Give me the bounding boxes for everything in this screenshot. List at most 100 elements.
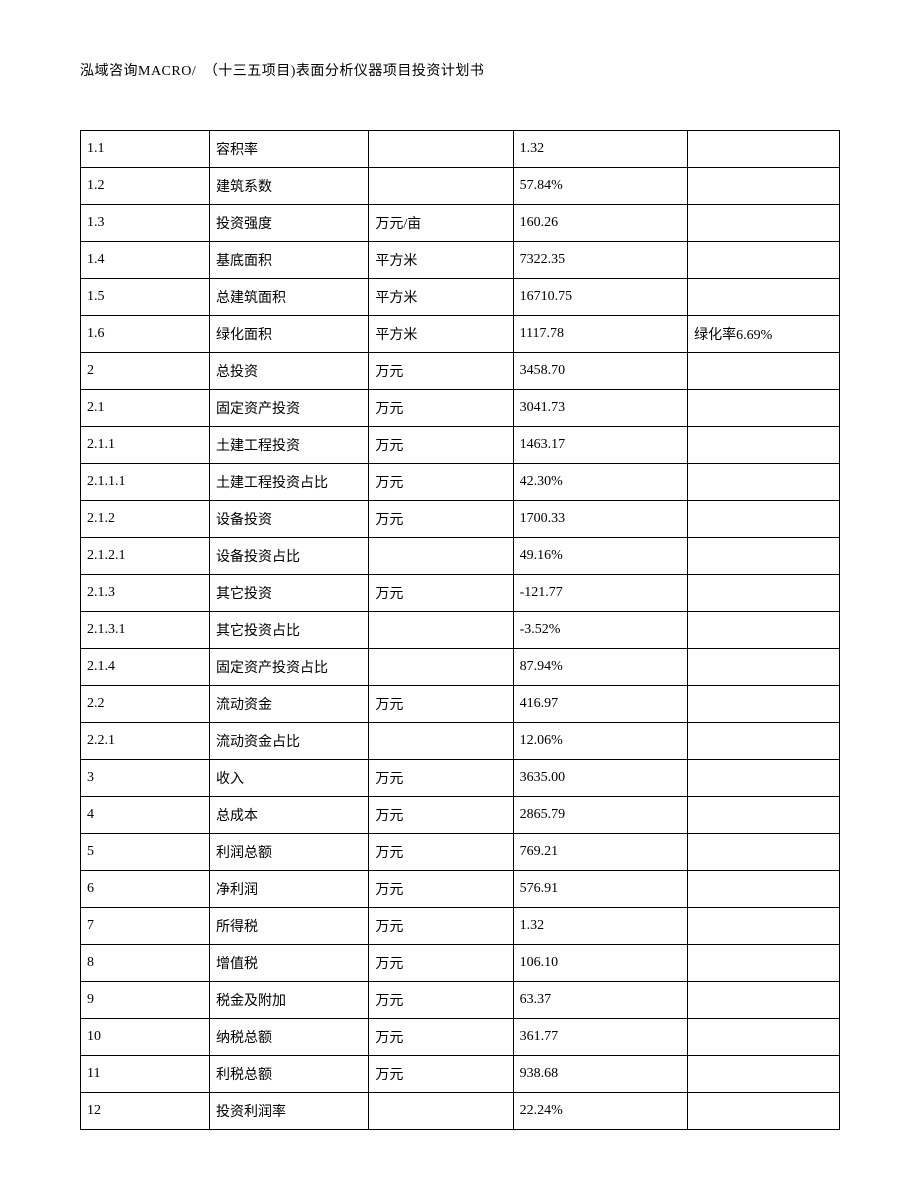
table-cell: 1117.78 [513,316,688,353]
table-row: 1.2建筑系数57.84% [81,168,840,205]
table-cell: 绿化率6.69% [688,316,840,353]
table-cell [688,908,840,945]
table-cell: 固定资产投资占比 [210,649,369,686]
table-cell: 1.6 [81,316,210,353]
table-cell: 22.24% [513,1093,688,1130]
table-cell: 2.1.1 [81,427,210,464]
table-row: 12投资利润率22.24% [81,1093,840,1130]
table-row: 2.1.3.1其它投资占比-3.52% [81,612,840,649]
table-cell: 1.1 [81,131,210,168]
table-cell: 利润总额 [210,834,369,871]
table-cell: 2.1.2 [81,501,210,538]
table-cell: 576.91 [513,871,688,908]
table-cell [688,353,840,390]
table-cell: 9 [81,982,210,1019]
table-cell [688,501,840,538]
table-cell: 容积率 [210,131,369,168]
table-cell: 2 [81,353,210,390]
table-cell: 2865.79 [513,797,688,834]
table-cell: 投资强度 [210,205,369,242]
table-cell [688,575,840,612]
table-cell [688,1019,840,1056]
table-cell [688,427,840,464]
table-cell [688,649,840,686]
table-cell [688,982,840,1019]
table-cell: 土建工程投资占比 [210,464,369,501]
table-cell: 1.3 [81,205,210,242]
table-cell: 净利润 [210,871,369,908]
table-cell: 106.10 [513,945,688,982]
table-cell: 57.84% [513,168,688,205]
table-row: 2.1.1土建工程投资万元1463.17 [81,427,840,464]
table-cell: -3.52% [513,612,688,649]
table-row: 1.6绿化面积平方米1117.78绿化率6.69% [81,316,840,353]
table-cell: 2.1.3 [81,575,210,612]
table-cell: 万元 [369,464,513,501]
table-cell: 万元 [369,1019,513,1056]
table-cell: 10 [81,1019,210,1056]
table-cell: 利税总额 [210,1056,369,1093]
table-cell: 收入 [210,760,369,797]
table-cell [369,723,513,760]
table-cell: 设备投资 [210,501,369,538]
document-header: 泓域咨询MACRO/ （十三五项目)表面分析仪器项目投资计划书 [80,60,840,80]
table-row: 3收入万元3635.00 [81,760,840,797]
table-row: 1.1容积率 1.32 [81,131,840,168]
table-cell: 5 [81,834,210,871]
table-cell [688,279,840,316]
table-cell [688,1056,840,1093]
table-row: 2总投资万元3458.70 [81,353,840,390]
table-cell: 2.2 [81,686,210,723]
table-cell: 160.26 [513,205,688,242]
table-row: 11利税总额万元938.68 [81,1056,840,1093]
table-cell: 1.4 [81,242,210,279]
table-cell [688,612,840,649]
table-cell: 1.5 [81,279,210,316]
table-cell: 361.77 [513,1019,688,1056]
table-row: 1.5总建筑面积平方米16710.75 [81,279,840,316]
table-cell: 万元 [369,1056,513,1093]
table-cell: 416.97 [513,686,688,723]
table-cell: 万元 [369,908,513,945]
table-row: 2.2流动资金万元416.97 [81,686,840,723]
table-cell [369,538,513,575]
table-cell: 16710.75 [513,279,688,316]
investment-table: 1.1容积率1.321.2建筑系数57.84%1.3投资强度万元/亩160.26… [80,130,840,1130]
table-cell: 万元 [369,834,513,871]
table-cell [688,538,840,575]
table-cell: 7 [81,908,210,945]
table-row: 4总成本万元2865.79 [81,797,840,834]
table-cell: 万元 [369,390,513,427]
table-cell [688,1093,840,1130]
table-row: 9税金及附加万元63.37 [81,982,840,1019]
table-row: 2.1.3其它投资万元-121.77 [81,575,840,612]
table-cell: 万元 [369,501,513,538]
table-cell: 49.16% [513,538,688,575]
table-cell [688,797,840,834]
table-cell: 1.32 [513,908,688,945]
table-cell [369,1093,513,1130]
table-cell: 万元 [369,686,513,723]
table-cell: 投资利润率 [210,1093,369,1130]
table-cell: 1.2 [81,168,210,205]
table-cell: 万元 [369,945,513,982]
table-cell: 增值税 [210,945,369,982]
table-cell: 63.37 [513,982,688,1019]
table-cell: 1700.33 [513,501,688,538]
table-cell: 938.68 [513,1056,688,1093]
table-row: 2.2.1流动资金占比12.06% [81,723,840,760]
table-cell: 3458.70 [513,353,688,390]
table-cell: 12.06% [513,723,688,760]
table-cell: 3 [81,760,210,797]
table-row: 5利润总额万元769.21 [81,834,840,871]
table-cell: 1463.17 [513,427,688,464]
table-cell: 其它投资 [210,575,369,612]
table-cell [369,168,513,205]
table-cell: 万元 [369,982,513,1019]
table-row: 2.1.4固定资产投资占比87.94% [81,649,840,686]
table-cell: 万元 [369,797,513,834]
table-cell: 1.32 [513,131,688,168]
table-row: 2.1.1.1土建工程投资占比万元42.30% [81,464,840,501]
table-cell: -121.77 [513,575,688,612]
table-cell [688,464,840,501]
